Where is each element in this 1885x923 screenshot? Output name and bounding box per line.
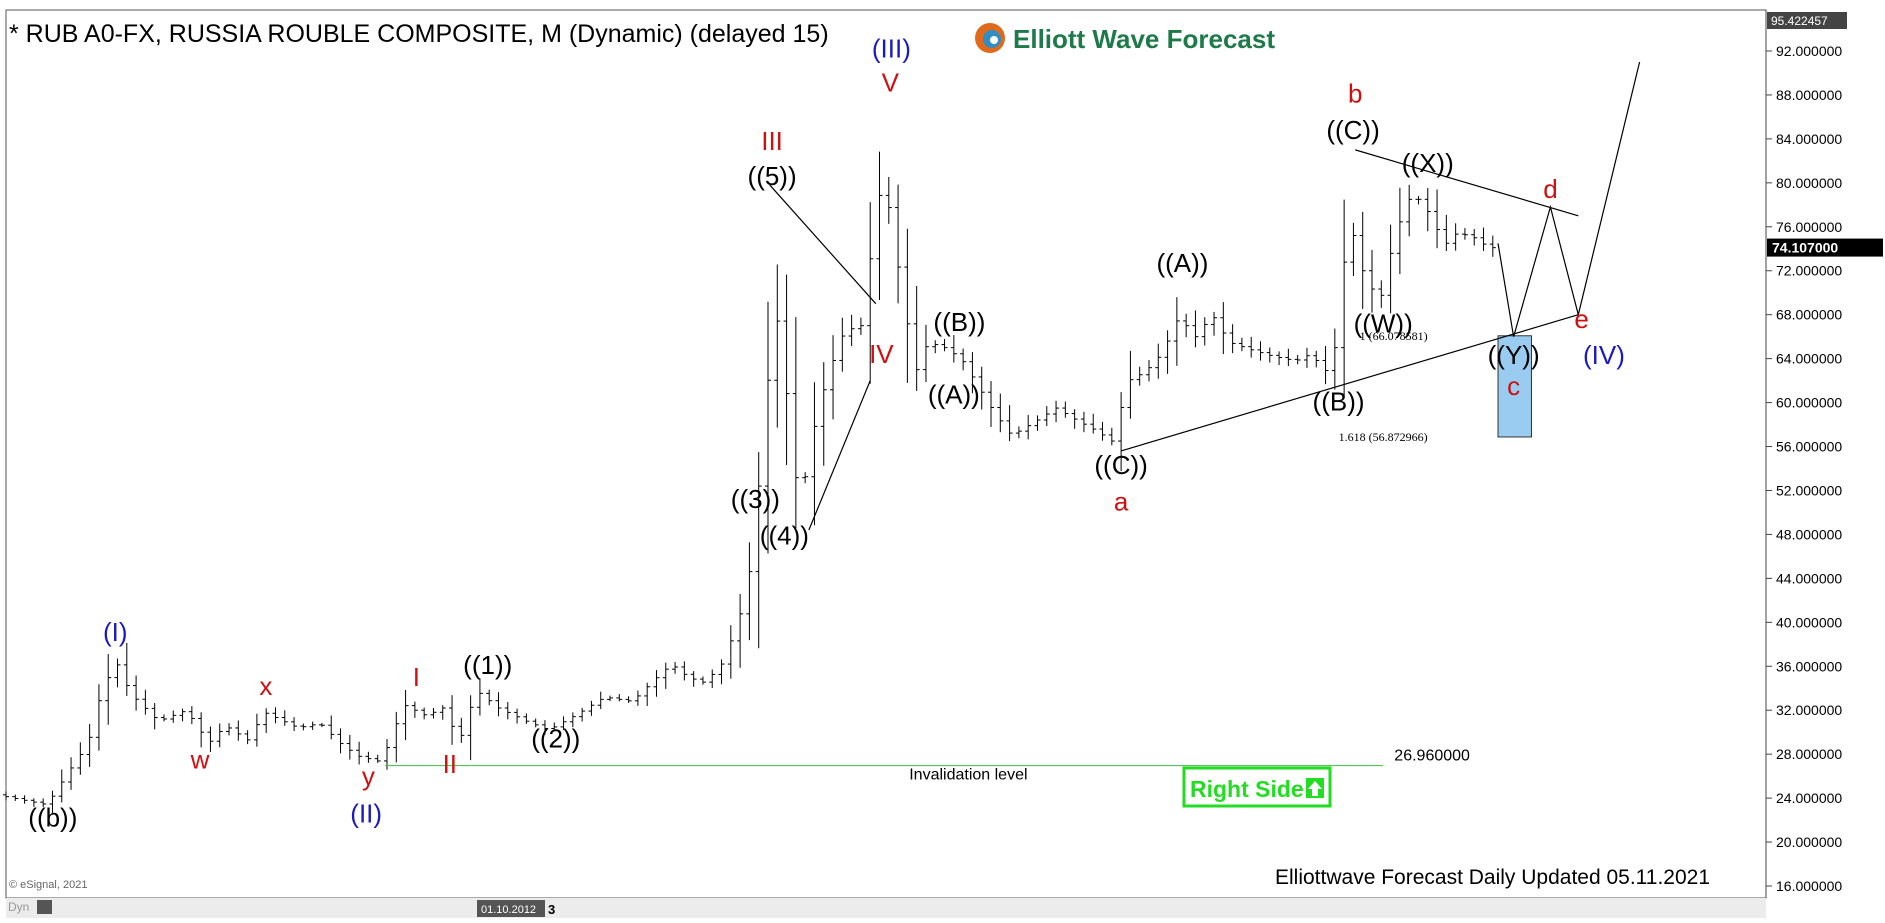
invalidation-text: Invalidation level <box>909 767 1027 784</box>
wave-label: III <box>761 126 783 156</box>
y-tick-label: 72.000000 <box>1776 263 1842 279</box>
y-tick-label: 48.000000 <box>1776 526 1842 542</box>
date-box <box>477 900 545 917</box>
wave-label: II <box>443 749 457 779</box>
invalidation-line-group: 26.960000 Invalidation level <box>385 748 1470 784</box>
y-tick-label: 56.000000 <box>1776 439 1842 455</box>
wave-label: ((W)) <box>1354 308 1413 338</box>
wave-label: ((b)) <box>28 803 77 833</box>
date-box-suffix: 3 <box>548 902 555 917</box>
top-price-label: 95.422457 <box>1771 14 1828 28</box>
y-tick-label: 16.000000 <box>1776 878 1842 894</box>
y-tick-label: 40.000000 <box>1776 614 1842 630</box>
target-box-group: 1 (66.078581) 1.618 (56.872966) <box>1339 329 1532 444</box>
y-tick-label: 28.000000 <box>1776 746 1842 762</box>
top-price-tag <box>1767 12 1847 29</box>
y-tick-label: 20.000000 <box>1776 834 1842 850</box>
wave-label: a <box>1114 486 1129 516</box>
y-tick-label: 88.000000 <box>1776 87 1842 103</box>
wave-label: ((Y)) <box>1488 340 1540 370</box>
wave-label: ((C)) <box>1326 115 1379 145</box>
wave-label: IV <box>869 339 894 369</box>
date-strip <box>6 898 1766 918</box>
current-price-tag <box>1767 238 1883 257</box>
wave-label: I <box>413 662 420 692</box>
wave-label: (III) <box>872 34 911 64</box>
current-price-label: 74.107000 <box>1772 240 1838 256</box>
y-tick-label: 76.000000 <box>1776 219 1842 235</box>
wave-label: ((3)) <box>731 484 780 514</box>
y-tick-label: 52.000000 <box>1776 482 1842 498</box>
invalidation-value: 26.960000 <box>1394 748 1470 765</box>
plot-area <box>5 9 1767 899</box>
projection-path <box>1497 61 1641 337</box>
brand-name: Elliott Wave Forecast <box>1013 24 1275 54</box>
wave-label: ((1)) <box>463 650 512 680</box>
wave-label: y <box>362 761 375 791</box>
y-axis-ticks: 92.000000 88.000000 84.000000 80.000000 76.0… <box>1766 43 1842 894</box>
footer-update: Elliottwave Forecast Daily Updated 05.11… <box>1275 866 1710 889</box>
target-box <box>1497 335 1532 438</box>
right-side-box <box>1182 766 1332 808</box>
wave-label: ((B)) <box>1313 386 1365 416</box>
wave-label: w <box>190 744 210 774</box>
date-box-label: 01.10.2012 <box>481 904 536 916</box>
wave-labels: ((b))(I)xwy(II)III((1))((2))((3))((4))II… <box>28 34 1625 833</box>
trendlines <box>769 61 1641 531</box>
trendline <box>769 184 877 305</box>
dyn-toggle-icon[interactable] <box>37 900 52 914</box>
wave-label: ((B)) <box>933 307 985 337</box>
wave-label: ((X)) <box>1402 148 1454 178</box>
trendline <box>808 380 871 531</box>
wave-label: c <box>1507 371 1520 401</box>
y-tick-label: 44.000000 <box>1776 570 1842 586</box>
y-tick-label: 60.000000 <box>1776 395 1842 411</box>
wave-label: ((A)) <box>1156 248 1208 278</box>
wave-label: d <box>1543 174 1557 204</box>
copyright: © eSignal, 2021 <box>9 879 87 891</box>
logo-icon-core <box>990 36 998 44</box>
y-tick-label: 92.000000 <box>1776 43 1842 59</box>
y-tick-label: 36.000000 <box>1776 658 1842 674</box>
brand-logo: Elliott Wave Forecast <box>975 23 1275 54</box>
wave-label: x <box>259 671 272 701</box>
fib-label: 1.618 (56.872966) <box>1339 430 1428 444</box>
up-arrow-glyph <box>1308 781 1322 796</box>
dyn-label: Dyn <box>8 900 29 914</box>
wave-label: ((C)) <box>1094 450 1147 480</box>
y-tick-label: 68.000000 <box>1776 307 1842 323</box>
wave-label: (IV) <box>1583 340 1625 370</box>
y-tick-label: 24.000000 <box>1776 790 1842 806</box>
wave-label: (I) <box>103 617 128 647</box>
wave-label: e <box>1574 304 1588 334</box>
y-tick-label: 84.000000 <box>1776 131 1842 147</box>
y-tick-label: 32.000000 <box>1776 702 1842 718</box>
right-side-text: Right Side <box>1190 776 1304 802</box>
trendline <box>1355 149 1579 217</box>
wave-label: b <box>1348 79 1362 109</box>
chart-title: * RUB A0-FX, RUSSIA ROUBLE COMPOSITE, M … <box>9 20 829 48</box>
y-tick-label: 80.000000 <box>1776 175 1842 191</box>
wave-label: (II) <box>350 798 382 828</box>
wave-label: ((2)) <box>531 724 580 754</box>
wave-label: ((4)) <box>760 520 809 550</box>
right-side-badge: Right Side <box>1182 766 1332 808</box>
price-bars <box>3 151 1496 813</box>
trendline <box>1120 314 1579 452</box>
y-tick-label: 64.000000 <box>1776 351 1842 367</box>
wave-label: ((A)) <box>928 380 980 410</box>
fib-label: 1 (66.078581) <box>1360 329 1428 343</box>
wave-label: ((5)) <box>748 161 797 191</box>
wave-label: V <box>882 68 900 98</box>
